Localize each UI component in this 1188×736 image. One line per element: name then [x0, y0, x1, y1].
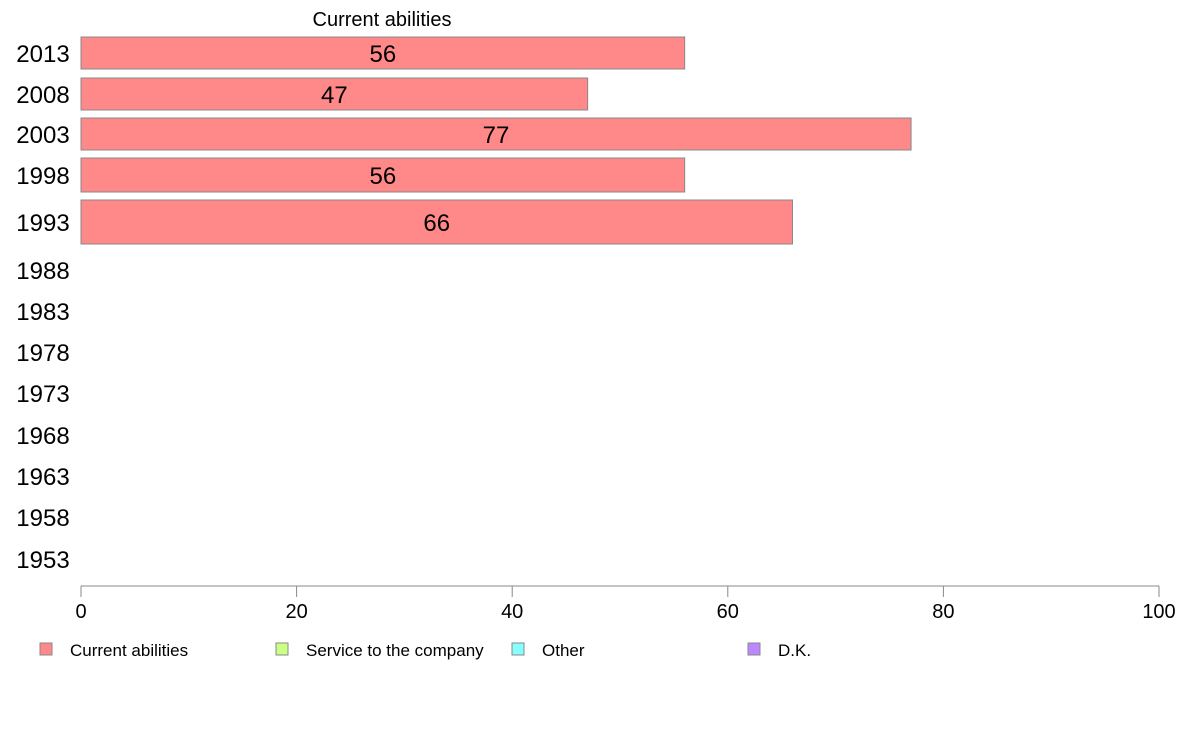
year-label: 1998: [16, 163, 69, 190]
year-label: 1993: [16, 210, 69, 237]
legend: Current abilities Service to the company O…: [39, 641, 811, 660]
x-tick-label: 0: [75, 601, 86, 623]
x-tick-label: 100: [1142, 601, 1175, 623]
bar: [80, 36, 686, 70]
series-title: Current abilities: [313, 9, 452, 31]
bar: [80, 117, 912, 151]
year-label: 1953: [16, 547, 69, 574]
legend-label: D.K.: [778, 641, 811, 660]
legend-swatch: [747, 642, 761, 656]
legend-label: Other: [542, 641, 585, 660]
bar-value-label: 56: [369, 163, 396, 190]
legend-swatch: [39, 642, 53, 656]
year-label: 1968: [16, 423, 69, 450]
bar-value-label: 66: [423, 210, 450, 237]
x-tick-label: 60: [717, 601, 739, 623]
legend-label: Current abilities: [70, 641, 188, 660]
year-label: 1973: [16, 381, 69, 408]
bars: 56 47 77 56 66: [80, 36, 912, 245]
legend-label: Service to the company: [306, 641, 484, 660]
year-labels: 2013 2008 2003 1998 1993 1988 1983 1978 1973 1968…: [16, 41, 69, 574]
year-label: 1988: [16, 258, 69, 285]
bar-value-label: 77: [483, 122, 510, 149]
year-label: 1963: [16, 464, 69, 491]
x-axis: 0 20 40 60 80 100: [75, 585, 1176, 623]
bar: [80, 157, 686, 193]
year-label: 2003: [16, 122, 69, 149]
year-label: 2013: [16, 41, 69, 68]
bar: [80, 77, 589, 111]
bar-value-label: 56: [369, 41, 396, 68]
year-label: 1958: [16, 505, 69, 532]
year-label: 1983: [16, 299, 69, 326]
x-tick-label: 20: [285, 601, 307, 623]
legend-swatch: [275, 642, 289, 656]
bar-value-label: 47: [321, 82, 348, 109]
x-tick-label: 80: [932, 601, 954, 623]
x-tick-label: 40: [501, 601, 523, 623]
legend-swatch: [511, 642, 525, 656]
year-label: 2008: [16, 82, 69, 109]
bar: [80, 199, 793, 245]
year-label: 1978: [16, 340, 69, 367]
